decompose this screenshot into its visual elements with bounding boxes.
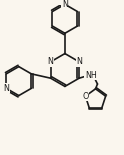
- Text: N: N: [3, 84, 9, 93]
- Text: O: O: [82, 92, 89, 101]
- Text: NH: NH: [85, 71, 97, 80]
- Text: N: N: [62, 0, 68, 9]
- Text: N: N: [76, 57, 82, 66]
- Text: N: N: [48, 57, 54, 66]
